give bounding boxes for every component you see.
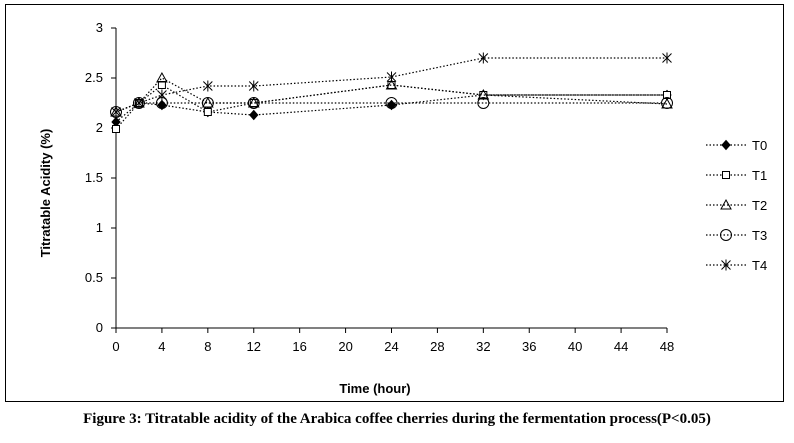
data-point-t0: [249, 109, 259, 121]
data-point-t4: [111, 106, 121, 118]
x-tick-label: 36: [522, 339, 536, 354]
legend-marker-t3: [720, 229, 732, 241]
data-point-t3: [247, 97, 260, 109]
axes: [111, 27, 668, 333]
x-tick-label: 20: [338, 339, 352, 354]
series-line-t3: [115, 102, 667, 113]
y-axis-title: Titratable Acidity (%): [38, 129, 53, 258]
legend-marker-t2: [720, 198, 732, 210]
legend-label: T4: [752, 258, 767, 273]
legend-item-t0: T0: [706, 138, 767, 153]
x-tick-label: 24: [384, 339, 398, 354]
y-tick-label: 2.5: [85, 70, 103, 85]
x-tick-labels: 0 4 8 12 16 20 24 28 32 36 40 44 48: [112, 339, 674, 354]
data-point-t3: [661, 97, 673, 109]
legend-label: T3: [752, 228, 767, 243]
y-tick-label: 1.5: [85, 170, 103, 185]
y-tick-label: 2: [96, 120, 103, 135]
legend-item-t1: T1: [706, 168, 767, 183]
data-point-t3: [201, 97, 214, 109]
y-tick-label: 0.5: [85, 270, 103, 285]
data-point-t3: [477, 97, 490, 109]
x-tick-label: 28: [430, 339, 444, 354]
legend-marker-t4: [721, 259, 731, 271]
line-chart: 00.511.522.53 0 4 8 12 16 20 24 28 32 36 40 44 48 Ti…: [38, 20, 767, 396]
legend-marker-t1: [722, 171, 730, 179]
x-tick-label: 40: [568, 339, 582, 354]
legend-label: T2: [752, 198, 767, 213]
data-point-t4: [662, 52, 672, 64]
data-point-t2: [477, 88, 490, 100]
data-point-t4: [386, 71, 397, 83]
series-t4: [111, 52, 672, 118]
legend-marker-t0: [721, 139, 731, 151]
data-point-t4: [157, 89, 167, 101]
data-point-t2: [385, 78, 398, 90]
data-point-t4: [134, 97, 144, 109]
x-axis-title: Time (hour): [339, 381, 410, 396]
data-series: [110, 52, 673, 133]
legend-label: T0: [752, 138, 767, 153]
figure-caption: Figure 3: Titratable acidity of the Arab…: [83, 411, 711, 427]
series-line-t4: [115, 57, 667, 113]
y-tick-labels: 0 0.5 1 1.5 2 2.5 3: [85, 20, 103, 335]
x-tick-label: 44: [614, 339, 628, 354]
x-tick-label: 32: [476, 339, 490, 354]
data-point-t4: [248, 80, 259, 92]
legend-item-t3: T3: [706, 228, 767, 243]
x-tick-label: 0: [112, 339, 119, 354]
legend-label: T1: [752, 168, 767, 183]
data-point-t3: [385, 97, 398, 109]
data-point-t4: [478, 52, 489, 64]
x-tick-label: 48: [660, 339, 674, 354]
x-tick-label: 12: [247, 339, 261, 354]
legend-item-t2: T2: [706, 198, 767, 213]
x-tick-label: 4: [158, 339, 165, 354]
y-tick-label: 3: [96, 20, 103, 35]
x-tick-label: 16: [292, 339, 306, 354]
data-point-t1: [112, 125, 120, 133]
y-tick-label: 0: [96, 320, 103, 335]
legend-item-t4: T4: [706, 258, 767, 273]
chart-frame: 0 0.5 1 1.5 2 2.5 3 0 4 8 12 16 20 24 28 32 36 40 44 48 Ti…: [5, 4, 784, 402]
legend: T0 T1 T2 T3 T4: [706, 138, 767, 273]
x-tick-label: 8: [204, 339, 211, 354]
y-tick-label: 1: [96, 220, 103, 235]
data-point-t1: [157, 81, 166, 89]
data-point-t2: [156, 71, 168, 83]
data-point-t4: [202, 80, 213, 92]
data-point-t0: [386, 99, 397, 111]
data-point-t1: [203, 108, 212, 116]
